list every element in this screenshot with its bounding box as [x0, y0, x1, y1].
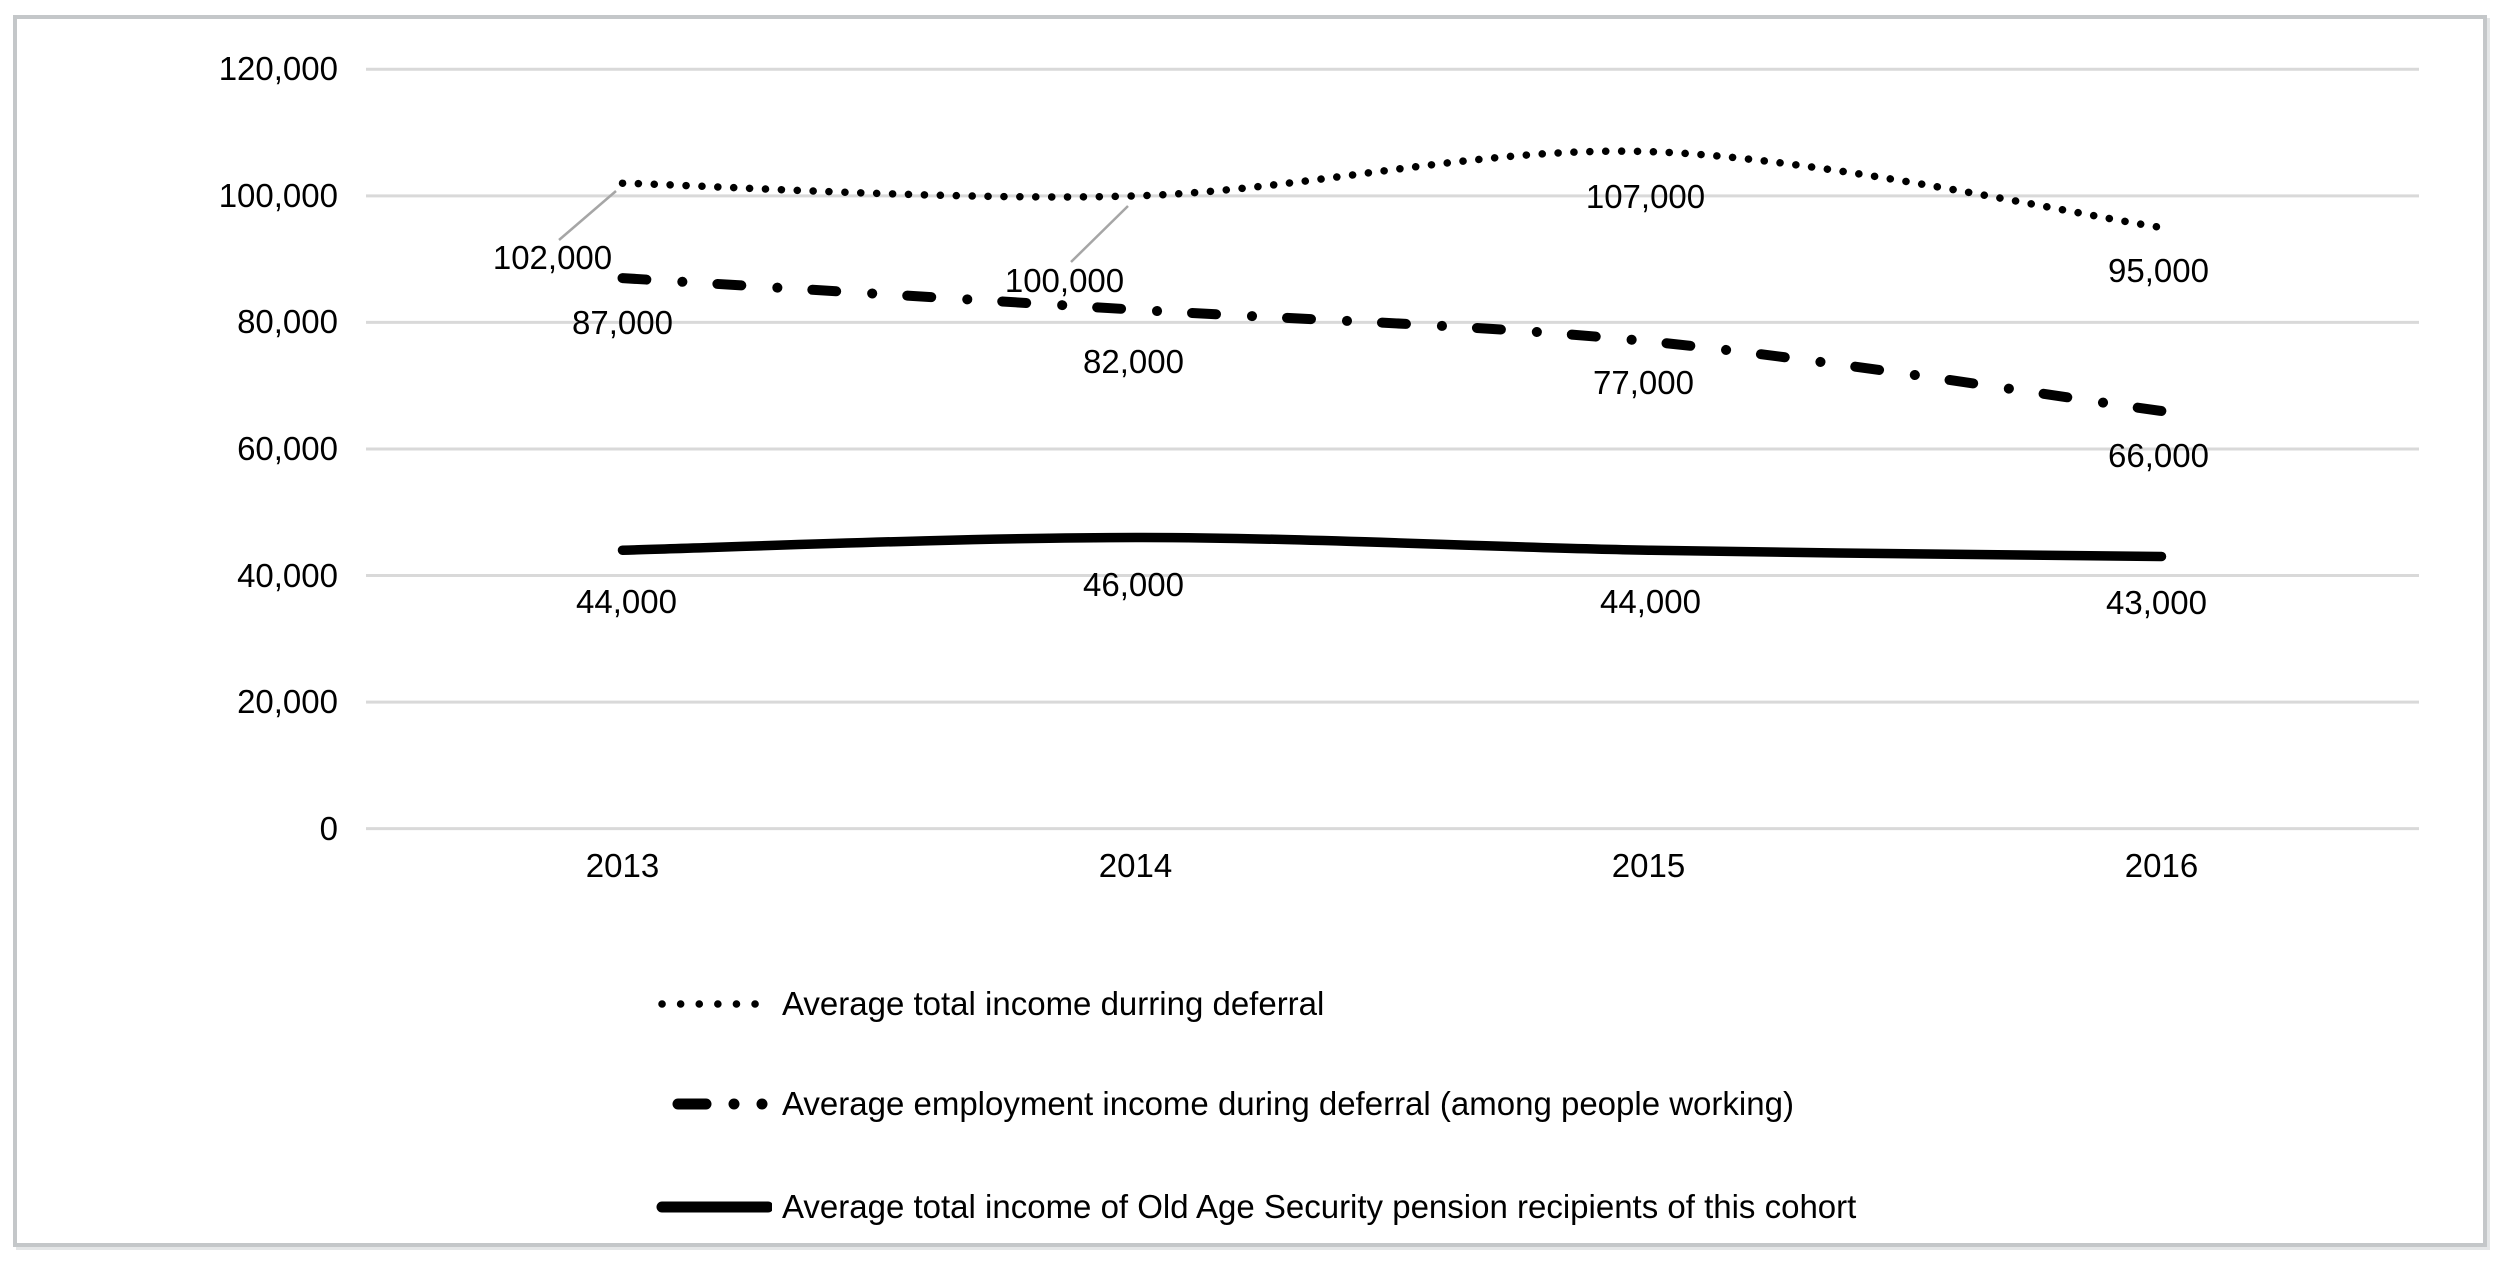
data-label: 44,000: [1600, 583, 1701, 621]
y-axis-label: 100,000: [218, 176, 338, 214]
x-axis-label: 2016: [2124, 847, 2199, 884]
x-axis-label: 2014: [1098, 847, 1173, 884]
data-label: 66,000: [2108, 436, 2209, 474]
series-line-dotted: [618, 147, 2166, 232]
y-axis-label: 40,000: [237, 556, 338, 594]
dot-swatch-segment: [728, 1098, 740, 1110]
data-label: 107,000: [1585, 177, 1706, 215]
legend-swatch-solid-line-icon: [656, 1201, 772, 1213]
x-axis-label: 2015: [1611, 847, 1686, 884]
x-axis-label: 2013: [585, 847, 660, 884]
data-label-leader-line-2: [1070, 205, 1129, 263]
legend-label: Average employment income during deferra…: [782, 1085, 1794, 1122]
legend-item: Average total income durring deferral: [656, 984, 1324, 1024]
legend-item: Average employment income during deferra…: [656, 1084, 1794, 1124]
data-label: 46,000: [1083, 565, 1184, 603]
y-axis-label: 60,000: [237, 429, 338, 467]
y-axis-label: 120,000: [218, 50, 338, 88]
data-label: 82,000: [1083, 342, 1184, 380]
data-label: 102,000: [492, 239, 613, 277]
y-axis-label: 80,000: [237, 303, 338, 341]
data-label: 43,000: [2106, 583, 2207, 621]
legend-label: Average total income of Old Age Security…: [782, 1188, 1857, 1225]
chart-frame: [13, 15, 2487, 1247]
legend-item: Average total income of Old Age Security…: [656, 1187, 1856, 1227]
y-axis-label: 20,000: [237, 683, 338, 721]
data-label-leader-line-1: [558, 190, 617, 241]
series-line-dash-dot: [617, 273, 2167, 416]
y-axis-label: 0: [319, 809, 338, 847]
legend-swatch-dotted-line-icon: [658, 1000, 772, 1008]
data-label: 44,000: [576, 583, 677, 621]
data-label: 95,000: [2108, 252, 2209, 290]
legend-swatch-dash-dot-line-icon: [672, 1098, 768, 1110]
data-label: 100,000: [1004, 261, 1125, 299]
dot-swatch-segment: [756, 1098, 768, 1110]
series-line-solid: [617, 532, 2167, 562]
legend-label: Average total income durring deferral: [782, 985, 1325, 1022]
data-label: 77,000: [1593, 364, 1694, 402]
data-label: 87,000: [572, 304, 673, 342]
